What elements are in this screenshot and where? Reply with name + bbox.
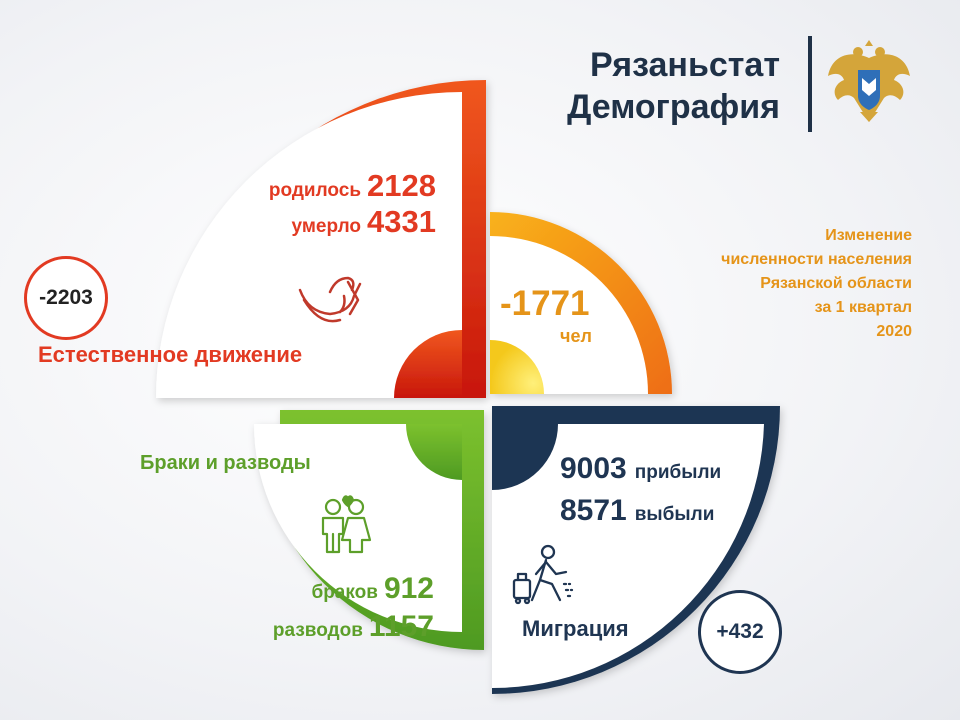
arrived-label: прибыли <box>634 462 722 483</box>
left-stat: 8571 выбыли <box>560 494 714 528</box>
couple-icon <box>321 495 372 554</box>
org-name: Рязаньстат <box>590 46 780 84</box>
description: Изменение численности населения Рязанско… <box>640 224 912 344</box>
stork-icon <box>298 276 362 323</box>
description-line: численности населения <box>721 251 912 268</box>
died-value: 4331 <box>367 204 436 239</box>
died-label: умерло <box>291 216 362 237</box>
migration-balance-badge: +432 <box>698 590 782 674</box>
born-label: родилось <box>268 180 362 201</box>
description-line: за 1 квартал <box>814 299 912 316</box>
double-headed-eagle-emblem <box>828 40 910 122</box>
died-stat: умерло 4331 <box>200 204 436 240</box>
natural-quadrant <box>156 80 486 398</box>
header-divider <box>808 36 812 132</box>
divorces-value: 1157 <box>368 610 434 643</box>
arrived-stat: 9003 прибыли <box>560 452 721 486</box>
total-change-value: -1771 <box>500 284 590 323</box>
divorces-label: разводов <box>272 620 363 641</box>
marriages-label: браков <box>311 582 378 603</box>
natural-balance-badge: -2203 <box>24 256 108 340</box>
marriages-quadrant <box>254 410 484 650</box>
left-value: 8571 <box>560 494 627 527</box>
page-subtitle: Демография <box>567 88 780 126</box>
migration-quadrant <box>492 406 780 694</box>
description-line: 2020 <box>876 323 912 340</box>
marriages-stat: браков 912 <box>220 572 434 606</box>
total-change-unit: чел <box>560 326 592 346</box>
header-title: Рязаньстат Демография <box>530 44 780 128</box>
description-line: Рязанской области <box>760 275 912 292</box>
total-quadrant <box>490 212 672 394</box>
marriages-title: Браки и разводы <box>140 452 311 474</box>
description-line: Изменение <box>825 227 912 244</box>
born-stat: родилось 2128 <box>200 168 436 204</box>
born-value: 2128 <box>367 168 436 203</box>
marriages-value: 912 <box>383 572 434 605</box>
natural-movement-title: Естественное движение <box>38 342 303 367</box>
migration-title: Миграция <box>522 616 629 641</box>
divorces-stat: разводов 1157 <box>220 610 434 644</box>
traveler-icon <box>512 544 574 605</box>
arrived-value: 9003 <box>560 452 627 485</box>
left-label: выбыли <box>634 504 715 525</box>
